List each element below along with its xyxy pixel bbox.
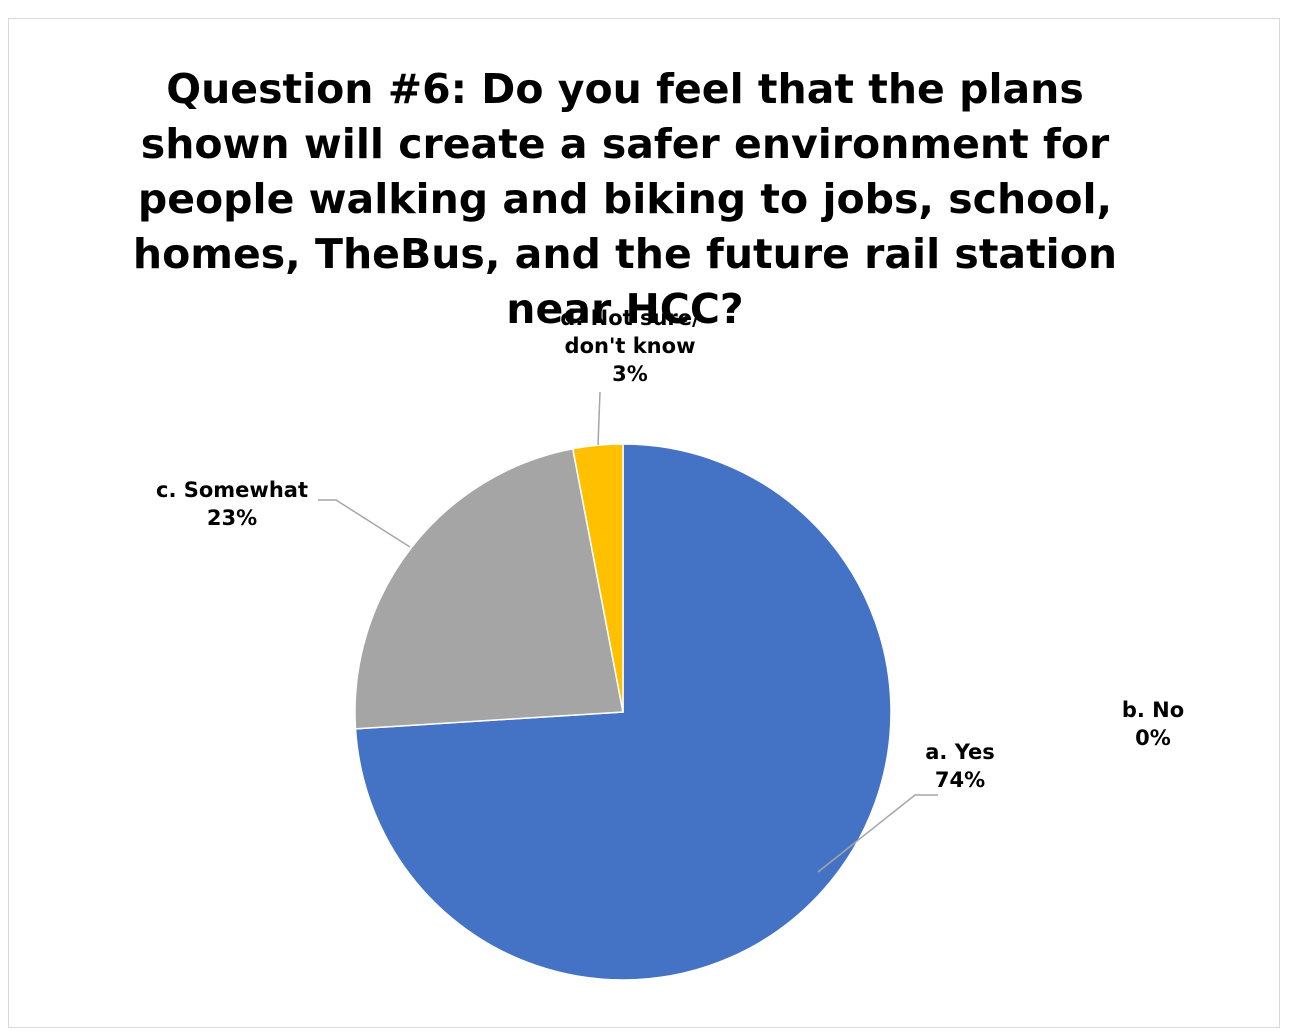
data-label: b. No 0% xyxy=(1122,696,1184,752)
pie-slice xyxy=(354,447,624,730)
pie-slice xyxy=(571,443,624,713)
label-value: 0% xyxy=(1135,726,1171,750)
leader-line xyxy=(318,499,411,548)
label-value: 23% xyxy=(206,506,258,530)
pie xyxy=(354,443,892,981)
data-label: c. Somewhat 23% xyxy=(156,476,308,532)
label-name: b. No xyxy=(1121,698,1185,722)
label-name: a. Yes xyxy=(925,740,995,764)
label-name: d. Not sure/ don't know xyxy=(560,306,700,358)
leader-line xyxy=(597,391,601,446)
leader-lines xyxy=(318,391,938,873)
leader-line xyxy=(817,794,938,873)
chart-frame xyxy=(8,18,1280,1028)
data-label: a. Yes 74% xyxy=(925,738,994,794)
label-name: c. Somewhat xyxy=(156,478,308,502)
label-value: 3% xyxy=(612,362,648,386)
data-label: d. Not sure/ don't know 3% xyxy=(530,304,730,388)
label-value: 74% xyxy=(934,768,986,792)
chart-title: Question #6: Do you feel that the plans … xyxy=(132,65,1118,333)
